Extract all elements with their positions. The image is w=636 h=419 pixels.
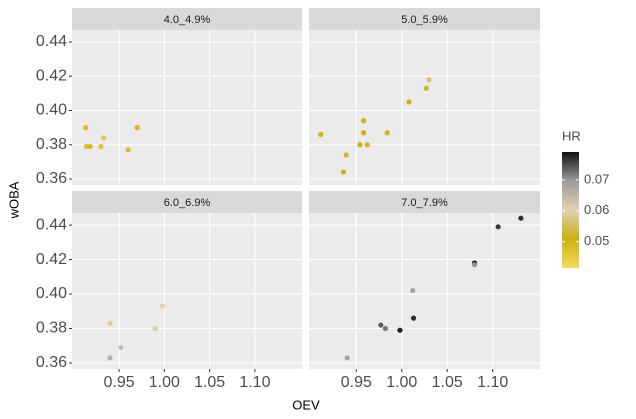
strip: [72, 191, 302, 213]
strip: [72, 8, 302, 30]
point: [495, 224, 501, 230]
point: [107, 320, 113, 326]
point: [125, 147, 131, 153]
point: [87, 143, 93, 150]
facet-title: 4.0_4.9%: [164, 14, 211, 26]
panel-background: [309, 213, 540, 369]
x-tick-label: 1.05: [432, 374, 463, 391]
x-tick-label: 1.05: [194, 374, 225, 391]
point: [83, 143, 90, 150]
point: [340, 169, 347, 175]
point: [410, 315, 417, 321]
panel-background: [309, 30, 540, 185]
point: [357, 142, 363, 148]
point: [98, 143, 104, 150]
point: [118, 344, 124, 351]
point: [318, 131, 324, 138]
colorbar: [562, 152, 579, 268]
y-tick-label: 0.38: [36, 320, 67, 337]
panel-background: [72, 30, 302, 185]
y-tick-label: 0.42: [36, 251, 67, 268]
y-tick-label: 0.44: [36, 216, 67, 233]
x-tick-label: 1.00: [149, 374, 180, 391]
x-tick-label: 1.10: [239, 374, 270, 391]
colorbar-label: 0.07: [584, 171, 609, 186]
point: [410, 287, 416, 294]
x-tick-label: 1.00: [386, 374, 417, 391]
point: [107, 355, 113, 361]
x-tick-label: 0.95: [104, 374, 135, 391]
y-tick-label: 0.38: [36, 136, 67, 153]
point: [343, 152, 349, 158]
y-tick-label: 0.42: [36, 67, 67, 84]
facet-title: 6.0_6.9%: [164, 197, 211, 209]
y-tick-label: 0.40: [36, 102, 67, 119]
point: [423, 85, 429, 91]
point: [471, 262, 478, 268]
point: [101, 135, 107, 141]
x-tick-label: 1.10: [477, 374, 508, 391]
point: [397, 327, 403, 333]
colorbar-label: 0.05: [584, 233, 609, 248]
y-tick-label: 0.36: [36, 170, 67, 187]
point: [344, 355, 350, 361]
y-tick-label: 0.40: [36, 285, 67, 302]
panel-background: [72, 213, 302, 369]
x-axis-title: OEV: [292, 397, 320, 412]
y-tick-label: 0.36: [36, 354, 67, 371]
point: [360, 118, 367, 124]
point: [406, 99, 412, 105]
x-tick-label: 0.95: [341, 374, 372, 391]
legend-title: HR: [562, 128, 581, 143]
facet-title: 7.0_7.9%: [401, 197, 448, 209]
strip: [309, 191, 540, 213]
point: [378, 322, 384, 328]
point: [364, 142, 370, 148]
point: [518, 215, 524, 221]
colorbar-label: 0.06: [584, 202, 609, 217]
point: [384, 130, 390, 136]
y-tick-label: 0.44: [36, 33, 67, 50]
y-axis-title: wOBA: [6, 181, 21, 219]
point: [159, 303, 166, 309]
point: [152, 325, 158, 332]
point: [82, 125, 89, 131]
point: [134, 125, 140, 131]
point: [360, 130, 367, 136]
strip: [309, 8, 540, 30]
facet-title: 5.0_5.9%: [401, 14, 448, 26]
point: [382, 325, 388, 332]
point: [426, 77, 432, 83]
